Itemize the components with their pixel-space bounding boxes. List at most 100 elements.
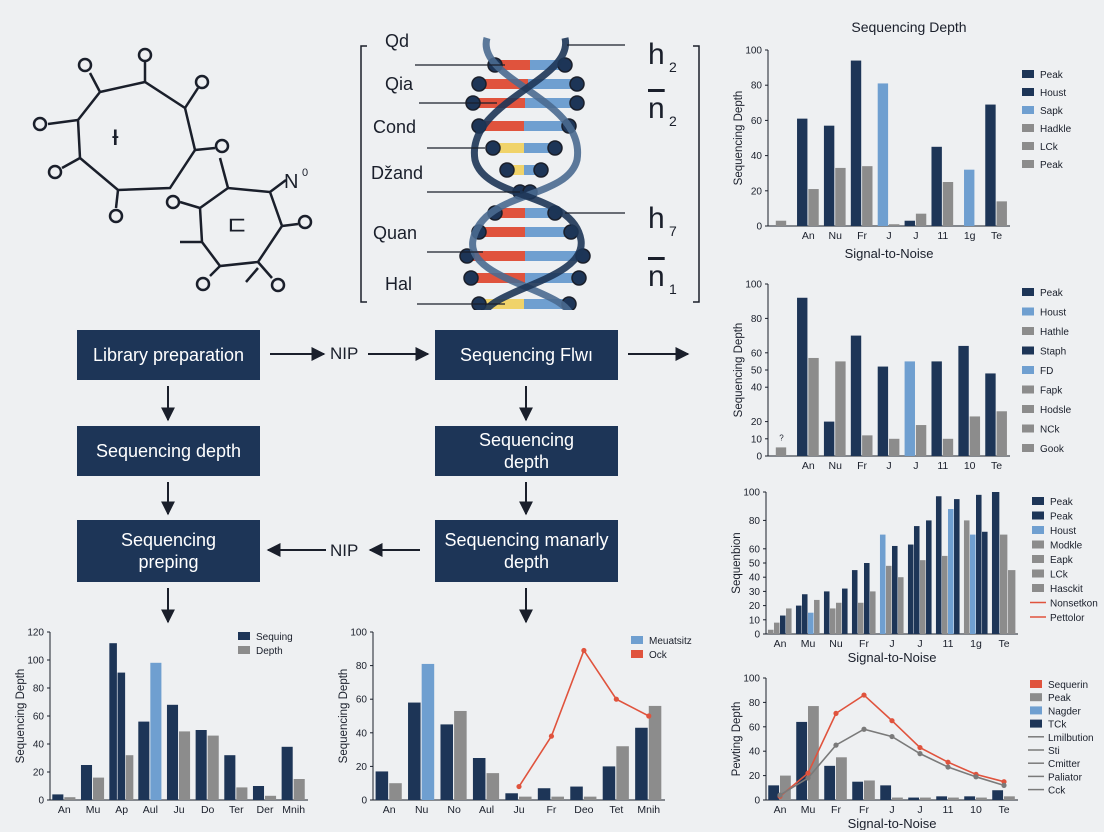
bar bbox=[889, 224, 900, 226]
x-tick-label: Fr bbox=[857, 460, 867, 472]
bar bbox=[537, 788, 551, 800]
legend-swatch bbox=[1022, 307, 1034, 316]
bar bbox=[281, 746, 293, 800]
y-axis-label: Sequencing Depth bbox=[15, 669, 27, 764]
bar bbox=[150, 662, 162, 800]
y-axis-label: Sequencing Depth bbox=[733, 323, 745, 418]
bar bbox=[408, 702, 421, 800]
dna-label-3: Cond bbox=[373, 117, 416, 137]
bar bbox=[440, 724, 454, 800]
bar bbox=[583, 796, 597, 800]
bar bbox=[551, 796, 564, 800]
x-tick-label: Ju bbox=[173, 804, 184, 816]
x-tick-label: Te bbox=[991, 230, 1002, 242]
dna-rung-right-11 bbox=[524, 299, 569, 309]
legend-swatch bbox=[238, 646, 250, 654]
y-tick-label: 0 bbox=[361, 796, 367, 807]
y-tick-label: 20 bbox=[33, 768, 45, 779]
dna-rung-right-1 bbox=[528, 79, 577, 89]
bar bbox=[773, 622, 780, 634]
bar bbox=[864, 780, 875, 800]
bar bbox=[996, 201, 1007, 226]
legend-swatch bbox=[1022, 346, 1034, 355]
legend-label: LCk bbox=[1040, 142, 1059, 153]
legend-swatch bbox=[631, 650, 643, 658]
x-tick-label: Mnih bbox=[637, 804, 660, 816]
x-tick-label: Deo bbox=[574, 804, 593, 816]
legend-swatch bbox=[1022, 424, 1034, 433]
bar bbox=[797, 118, 808, 226]
dna-right-label-3: h bbox=[648, 202, 665, 235]
y-tick-label: 40 bbox=[749, 573, 761, 584]
bar bbox=[880, 785, 892, 800]
bar bbox=[786, 608, 792, 634]
y-tick-label: 80 bbox=[749, 698, 761, 709]
bar bbox=[862, 166, 873, 226]
x-tick-label: Ju bbox=[513, 804, 524, 816]
bar bbox=[985, 373, 996, 456]
dna-rung-right-3 bbox=[524, 121, 569, 131]
x-tick-label: An bbox=[774, 638, 787, 650]
y-tick-label: 0 bbox=[754, 796, 760, 807]
x-tick-label: 1g bbox=[970, 638, 982, 650]
y-axis-label: Sequencing Depth bbox=[733, 91, 745, 186]
arrow-label-mid: NIP bbox=[330, 541, 359, 560]
y-tick-label: 0 bbox=[754, 630, 760, 641]
bar bbox=[908, 797, 920, 800]
x-tick-label: J bbox=[917, 638, 922, 650]
y-tick-label: 120 bbox=[27, 628, 44, 639]
bar bbox=[829, 608, 836, 634]
dna-rung-left-1 bbox=[479, 79, 528, 89]
legend-label: Ock bbox=[649, 650, 668, 661]
x-tick-label: Fr bbox=[859, 638, 869, 650]
y-tick-label: 0 bbox=[756, 452, 762, 463]
series-line bbox=[518, 648, 650, 787]
bar bbox=[920, 797, 931, 800]
legend-label: Staph bbox=[1040, 347, 1066, 358]
bar bbox=[823, 591, 830, 634]
legend-label: Cck bbox=[1048, 786, 1066, 797]
x-tick-label: Fr bbox=[857, 230, 867, 242]
bar bbox=[836, 757, 847, 800]
bar bbox=[915, 213, 927, 226]
bar bbox=[948, 797, 959, 800]
legend-label: Peak bbox=[1040, 70, 1064, 81]
x-tick-label: An bbox=[802, 230, 815, 242]
y-tick-label: 60 bbox=[749, 722, 761, 733]
y-tick-label: 20 bbox=[749, 601, 761, 612]
legend-swatch bbox=[1032, 569, 1044, 578]
series-point bbox=[889, 733, 895, 740]
legend-swatch bbox=[1022, 405, 1034, 413]
legend-swatch bbox=[631, 636, 643, 644]
series-point bbox=[581, 647, 587, 654]
bar bbox=[915, 425, 927, 456]
legend-swatch bbox=[1030, 706, 1042, 715]
dna-right-sub-4: 1 bbox=[669, 281, 677, 297]
series-point bbox=[861, 726, 867, 732]
x-tick-label: Te bbox=[991, 460, 1002, 472]
legend-swatch bbox=[1032, 584, 1044, 592]
legend-label: Sequing bbox=[256, 632, 293, 643]
dna-node-right-2 bbox=[569, 95, 585, 111]
x-tick-label: Do bbox=[201, 804, 215, 816]
bar bbox=[879, 534, 886, 634]
bar bbox=[851, 570, 858, 634]
x-tick-label: An bbox=[58, 804, 71, 816]
series-point bbox=[973, 774, 979, 780]
legend-swatch bbox=[1022, 444, 1034, 452]
x-tick-label: Ter bbox=[229, 804, 244, 816]
x-tick-label: J bbox=[886, 460, 891, 472]
x-axis-label: Signal-to-Noise bbox=[848, 650, 937, 665]
bar bbox=[1008, 570, 1016, 634]
bar bbox=[904, 220, 915, 226]
x-tick-label: J bbox=[889, 638, 894, 650]
x-tick-label: Der bbox=[257, 804, 274, 816]
bar bbox=[931, 146, 942, 226]
chart-title: Sequencing Depth bbox=[851, 19, 966, 35]
y-tick-label: 40 bbox=[751, 151, 763, 162]
legend-swatch bbox=[1022, 124, 1034, 132]
dna-label-4: ǅand bbox=[371, 163, 423, 183]
series-point bbox=[805, 775, 811, 781]
chart-right4: 0 20 40 60 80 100 An Mu Fr Fr J J 11 10 Te Pewting Dept… bbox=[731, 674, 1094, 831]
